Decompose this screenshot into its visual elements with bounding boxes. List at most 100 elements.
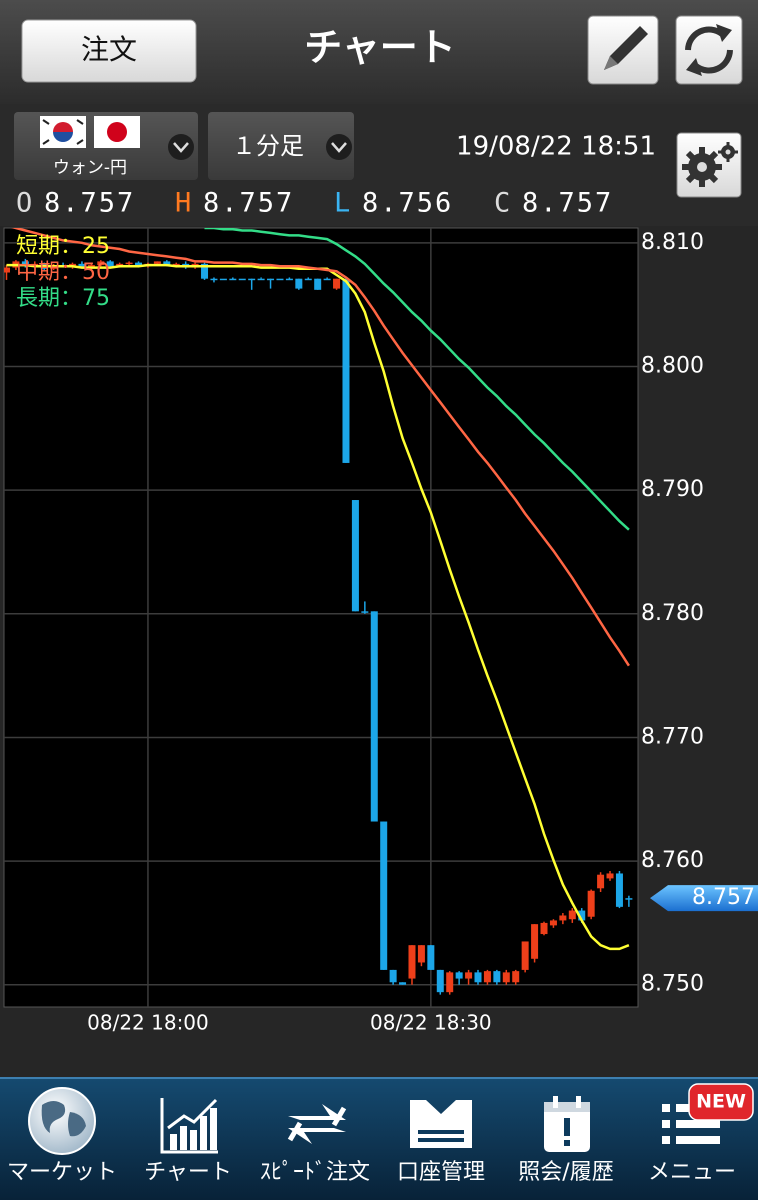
- candle-body: [568, 910, 576, 920]
- chart-datetime: 19/08/22 18:51: [456, 132, 656, 162]
- candle-body: [615, 873, 623, 907]
- candle-body: [87, 265, 95, 268]
- korea-flag: [40, 116, 86, 148]
- order-button-label: 注文: [81, 33, 137, 66]
- y-tick-label: 8.760: [641, 848, 704, 873]
- candle-body: [483, 971, 491, 983]
- nav-label[interactable]: 口座管理: [397, 1160, 485, 1185]
- axes: 8.750 8.760 8.770 8.780 8.790 8.800 8.810 08/22…: [87, 230, 758, 1035]
- candle-body: [549, 920, 557, 926]
- y-tick-label: 8.750: [641, 972, 704, 997]
- nav-label[interactable]: チャート: [144, 1160, 232, 1185]
- candle-body: [21, 261, 29, 266]
- pencil-icon: [604, 26, 648, 70]
- nav-labels: マーケット チャート ｽﾋﾟｰﾄﾞ注文 口座管理 照会/履歴 メニュー: [7, 1160, 736, 1185]
- candle-body: [219, 278, 227, 281]
- timeframe-selector[interactable]: [208, 112, 354, 180]
- candle-body: [172, 263, 180, 266]
- candle-body: [333, 278, 341, 289]
- dropdown-icon: [326, 134, 352, 160]
- dropdown-icon: [168, 134, 194, 160]
- candle-body: [285, 278, 293, 281]
- ohlc-label: O: [16, 188, 32, 219]
- candle-body: [540, 922, 548, 935]
- y-tick-label: 8.790: [641, 477, 704, 502]
- moving-averages: [6, 228, 630, 951]
- legend-entry: 長期：75: [16, 286, 110, 311]
- candle-body: [276, 278, 284, 281]
- order-button[interactable]: [21, 19, 197, 83]
- ma-line: [204, 228, 630, 531]
- ohlc-value: 8.757: [522, 188, 613, 219]
- candle-body: [389, 969, 397, 983]
- ohlc-label: C: [494, 188, 510, 219]
- candle-body: [201, 263, 209, 279]
- candle-body: [417, 945, 425, 963]
- pair-label: ウォン-円: [53, 158, 127, 178]
- gear-icon: [682, 142, 738, 187]
- nav-label[interactable]: メニュー: [648, 1160, 736, 1185]
- candle-body: [351, 500, 359, 612]
- candle-body: [512, 971, 520, 983]
- refresh-button[interactable]: [675, 15, 743, 85]
- candle-body: [606, 873, 614, 879]
- timeframe-label: １分足: [232, 132, 304, 160]
- grid: [4, 228, 638, 1007]
- ohlc-value: 8.757: [203, 188, 294, 219]
- japan-flag: [94, 116, 140, 148]
- market-icon: [28, 1087, 96, 1155]
- candle-body: [31, 263, 39, 266]
- nav-label[interactable]: ｽﾋﾟｰﾄﾞ注文: [260, 1160, 370, 1185]
- ohlc-value: 8.756: [362, 188, 453, 219]
- ma-line: [11, 228, 630, 667]
- candle-body: [521, 941, 529, 970]
- x-tick-label: 08/22 18:00: [87, 1011, 209, 1035]
- legend-entry: 短期：25: [16, 234, 110, 259]
- candle-body: [78, 263, 86, 268]
- candle-body: [210, 278, 218, 281]
- candle-body: [493, 971, 501, 983]
- candle-body: [531, 924, 539, 959]
- candle-body: [238, 278, 246, 281]
- candle-body: [163, 261, 171, 266]
- candle-body: [597, 874, 605, 889]
- chevron: [331, 142, 347, 153]
- y-tick-label: 8.810: [641, 230, 704, 255]
- candle-body: [342, 278, 350, 463]
- nav-label[interactable]: マーケット: [7, 1160, 117, 1185]
- candles: [4, 258, 633, 995]
- candle-body: [4, 267, 10, 273]
- candle-body: [314, 278, 322, 290]
- candle-body: [436, 969, 444, 993]
- candle-body: [370, 611, 378, 822]
- candle-body: [106, 261, 114, 267]
- candle-body: [97, 261, 105, 266]
- candle-body: [559, 915, 567, 921]
- x-tick-label: 08/22 18:30: [370, 1011, 492, 1035]
- candle-body: [446, 972, 454, 993]
- new-badge: [688, 1083, 754, 1121]
- nav-bar: [0, 1078, 758, 1200]
- candle-body: [408, 945, 416, 979]
- candle-body: [625, 898, 633, 900]
- y-tick-label: 8.780: [641, 601, 704, 626]
- candle-body: [587, 890, 595, 917]
- candle-body: [248, 278, 256, 281]
- candle-body: [153, 261, 161, 264]
- plot-area: [3, 227, 639, 1008]
- chevron: [173, 142, 189, 153]
- chart-icon: [160, 1098, 218, 1154]
- candle-body: [323, 278, 331, 281]
- ohlc-label: L: [334, 188, 350, 219]
- ohlc-value: 8.757: [44, 188, 135, 219]
- account-icon: [410, 1100, 472, 1148]
- nav-label[interactable]: 照会/履歴: [518, 1160, 613, 1185]
- candle-body: [229, 278, 237, 281]
- y-tick-label: 8.800: [641, 353, 704, 378]
- candle-body: [257, 278, 265, 281]
- history-icon: [544, 1096, 590, 1152]
- candle-body: [125, 262, 133, 265]
